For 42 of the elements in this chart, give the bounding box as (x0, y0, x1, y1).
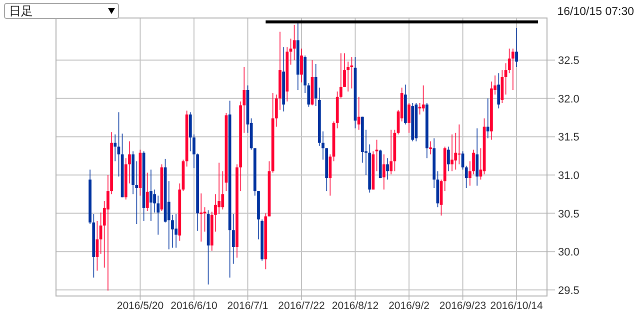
candlestick (476, 128, 479, 186)
candlestick (146, 172, 149, 212)
y-tick-label: 32.5 (558, 55, 580, 68)
candlestick (292, 24, 296, 61)
y-tick-label: 31.5 (558, 132, 580, 144)
candlestick (200, 192, 203, 242)
candlestick (150, 169, 152, 222)
candlestick (486, 98, 490, 139)
candlestick (390, 129, 393, 175)
candlestick (512, 48, 514, 90)
text: 16/10/15 07:30 (557, 6, 634, 18)
candlestick (350, 56, 354, 89)
candlestick (497, 72, 500, 109)
candlestick (300, 48, 303, 83)
y-tick-label: 31.0 (558, 170, 580, 182)
candlestick (174, 214, 178, 248)
candlestick (408, 102, 410, 134)
x-tick-label: 2016/7/22 (278, 300, 326, 312)
candlestick (386, 158, 389, 180)
candlestick (447, 146, 450, 172)
candlestick (117, 112, 120, 178)
candlestick (429, 140, 432, 155)
x-tick-label: 2016/5/20 (116, 300, 164, 312)
candlestick (422, 84, 425, 112)
y-tick-label: 30.5 (558, 208, 580, 220)
x-tick-label: 2016/9/2 (388, 300, 430, 312)
y-tick-label: 30.0 (558, 246, 580, 259)
x-tick-label: 2016/6/10 (170, 300, 218, 312)
candlestick (328, 154, 332, 196)
x-tick-label: 2016/8/12 (332, 300, 379, 312)
x-tick-label: 2016/10/14 (490, 300, 543, 312)
candlestick (458, 124, 461, 165)
y-tick-label: 32.0 (558, 93, 580, 106)
x-tick-label: 2016/7/1 (227, 300, 268, 312)
text: 日足 (9, 4, 33, 18)
candlestick (375, 139, 378, 172)
x-tick-label: 2016/9/23 (439, 300, 486, 312)
candlestick (357, 96, 360, 130)
candlestick (382, 154, 386, 190)
y-tick-label: 29.5 (558, 284, 580, 297)
candlestick (515, 27, 518, 68)
candlestick (450, 134, 454, 172)
